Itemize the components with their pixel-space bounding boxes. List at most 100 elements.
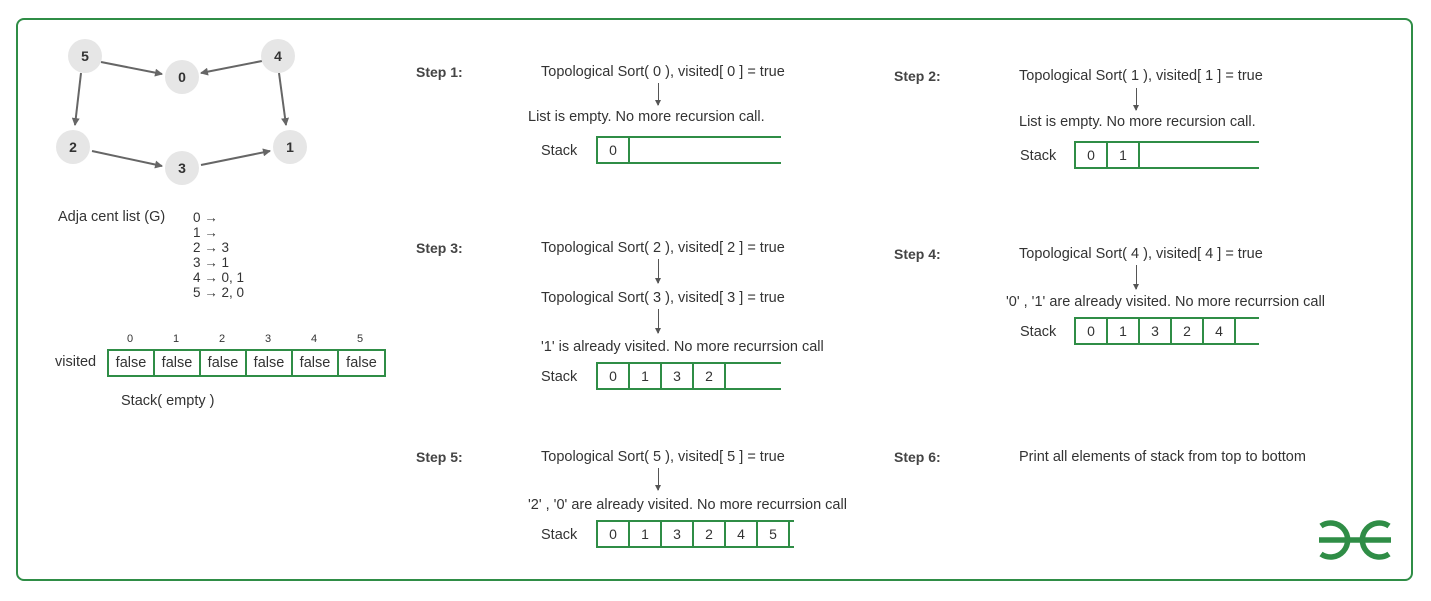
node-1: 1 [273,130,307,164]
visited-index: 2 [218,333,226,345]
step-4-line-1: Topological Sort( 4 ), visited[ 4 ] = tr… [1019,246,1263,262]
visited-index: 5 [356,333,364,345]
stack-cell: 0 [598,522,630,546]
visited-cell: false [247,351,293,375]
visited-cell: false [201,351,247,375]
step-3-line-1: Topological Sort( 2 ), visited[ 2 ] = tr… [541,240,785,256]
edge-2-3 [91,150,163,169]
node-0: 0 [165,60,199,94]
stack-cell: 0 [598,138,630,162]
step-2-line-1: Topological Sort( 1 ), visited[ 1 ] = tr… [1019,68,1263,84]
step-2-label: Step 2: [894,68,941,84]
adjacency-row: 2 → 3 [193,240,230,255]
stack-cell: 0 [1076,143,1108,167]
node-3-label: 3 [178,160,186,176]
stack-cell: 4 [1204,319,1236,343]
stack-cell: 2 [694,522,726,546]
node-5: 5 [68,39,102,73]
node-2-label: 2 [69,139,77,155]
visited-cell: false [346,355,377,371]
step-1-label: Step 1: [416,64,463,80]
stack-cell: 3 [662,522,694,546]
diagram-frame [16,18,1413,581]
adjacency-row: 3 → 1 [193,255,230,270]
step-5-line-2: '2' , '0' are already visited. No more r… [528,497,847,513]
stack-cell: 0 [1076,319,1108,343]
arrow-down [655,309,661,334]
node-1-label: 1 [286,139,294,155]
graph: 5 0 4 2 3 1 [56,39,307,185]
visited-array: false false false false false false [107,349,386,377]
visited-cell: false [109,351,155,375]
step-2-line-2: List is empty. No more recursion call. [1019,114,1256,130]
step-3-line-3: '1' is already visited. No more recurrsi… [541,339,824,355]
stack-cell: 2 [1172,319,1204,343]
step-6-label: Step 6: [894,449,941,465]
stack-cell: 2 [694,364,726,388]
step-5-line-1: Topological Sort( 5 ), visited[ 5 ] = tr… [541,449,785,465]
visited-cell: false [155,351,201,375]
stack-label: Stack [541,369,578,385]
edge-3-1 [200,148,271,166]
stack-box: 0 [596,136,781,164]
stack-cell: 1 [1108,319,1140,343]
visited-index: 1 [172,333,180,345]
adjacency-row: 4 → 0, 1 [193,270,245,285]
step-3-label: Step 3: [416,240,463,256]
arrow-down [655,259,661,284]
stack-label: Stack [541,527,578,543]
stack-cell: 1 [630,522,662,546]
visited-index: 3 [264,333,272,345]
step-4-label: Step 4: [894,246,941,262]
step-3-line-2: Topological Sort( 3 ), visited[ 3 ] = tr… [541,290,785,306]
stack-label: Stack [541,143,578,159]
stack-cell: 4 [726,522,758,546]
stack-cell: 1 [1108,143,1140,167]
node-4-label: 4 [274,48,282,64]
stack-cell: 0 [598,364,630,388]
step-1-stack: 0 [596,136,781,164]
edge-5-2 [71,72,82,126]
arrow-down [1133,88,1139,111]
stack-label: Stack [1020,324,1057,340]
step-5-label: Step 5: [416,449,463,465]
step-1-line-2: List is empty. No more recursion call. [528,109,765,125]
adjacency-row: 5 → 2, 0 [193,285,245,300]
step-6-line-1: Print all elements of stack from top to … [1019,449,1306,465]
step-1-line-1: Topological Sort( 0 ), visited[ 0 ] = tr… [541,64,785,80]
initial-stack-label: Stack( empty ) [121,393,215,409]
stack-cell: 3 [662,364,694,388]
edge-4-1 [278,72,290,126]
arrow-down [655,468,661,491]
node-3: 3 [165,151,199,185]
stack-cell: 1 [630,364,662,388]
node-4: 4 [261,39,295,73]
stack-cell: 3 [1140,319,1172,343]
arrow-down [1133,265,1139,290]
visited-index: 0 [126,333,134,345]
step-4-line-2: '0' , '1' are already visited. No more r… [1006,294,1325,310]
adjacency-label: Adja cent list (G) [58,209,166,225]
adjacency-row: 1 → [193,225,218,240]
stack-label: Stack [1020,148,1057,164]
visited-index: 4 [310,333,318,345]
adjacency-row: 0 → [193,210,218,225]
visited-cell: false [293,351,339,375]
node-0-label: 0 [178,69,186,85]
stack-cell: 5 [758,522,790,546]
edge-4-0 [200,60,263,76]
arrow-down [655,83,661,106]
node-2: 2 [56,130,90,164]
edge-5-0 [100,61,163,77]
node-5-label: 5 [81,48,89,64]
visited-label: visited [55,354,97,370]
adjacency-list: 0 → 1 → 2 → 3 3 → 1 4 → 0, 1 5 → 2, 0 [193,210,244,300]
